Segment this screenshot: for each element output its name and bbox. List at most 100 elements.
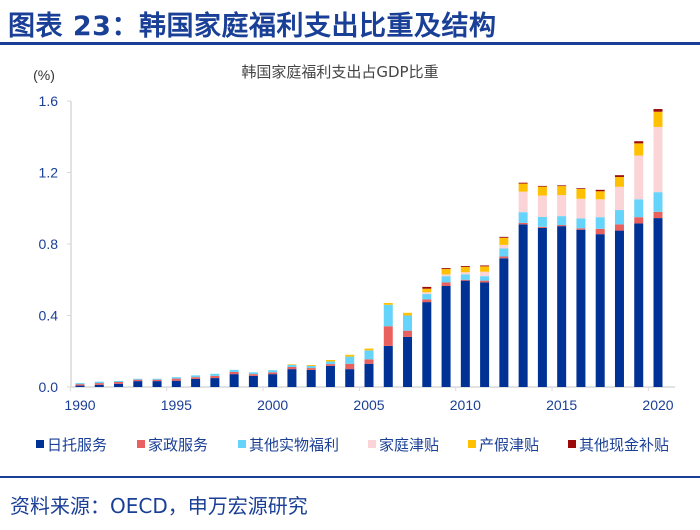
bar-segment-4 xyxy=(576,188,586,199)
source-note: 资料来源：OECD，申万宏源研究 xyxy=(10,494,308,518)
bar-segment-0 xyxy=(422,302,432,387)
bar-segment-0 xyxy=(614,230,624,387)
bar-segment-2 xyxy=(383,304,393,327)
legend-swatch xyxy=(568,440,576,448)
bar-segment-3 xyxy=(653,126,663,193)
bar-segment-0 xyxy=(499,258,509,387)
bar-segment-2 xyxy=(210,373,220,376)
bar-stack-2014 xyxy=(537,185,547,387)
bar-segment-1 xyxy=(75,384,85,386)
bar-segment-1 xyxy=(364,359,374,364)
bar-segment-0 xyxy=(537,227,547,387)
legend-swatch xyxy=(468,440,476,448)
bar-stack-2006 xyxy=(383,302,393,387)
y-tick-label: 1.2 xyxy=(39,165,59,181)
bar-segment-0 xyxy=(364,363,374,387)
legend-label: 日托服务 xyxy=(47,436,107,454)
bar-segment-2 xyxy=(499,248,509,257)
bar-segment-0 xyxy=(383,345,393,387)
legend-swatch xyxy=(36,440,44,448)
bar-segment-4 xyxy=(306,365,316,366)
bar-segment-5 xyxy=(480,265,490,267)
legend-label: 家庭津贴 xyxy=(379,436,439,454)
bar-segment-5 xyxy=(422,286,432,289)
bar-segment-4 xyxy=(403,312,413,316)
bar-segment-1 xyxy=(634,217,644,224)
bar-segment-2 xyxy=(595,217,605,229)
y-tick-label: 0.4 xyxy=(39,308,59,324)
bar-segment-2 xyxy=(653,192,663,212)
bar-segment-0 xyxy=(171,380,181,387)
bar-segment-1 xyxy=(268,372,278,375)
bar-segment-4 xyxy=(614,176,624,187)
bar-segment-0 xyxy=(557,226,567,387)
bar-stack-2020 xyxy=(653,109,663,387)
bar-segment-1 xyxy=(287,366,297,370)
bar-segment-0 xyxy=(287,369,297,387)
bar-segment-3 xyxy=(614,186,624,211)
bar-stack-2002 xyxy=(306,365,316,387)
bar-segment-1 xyxy=(152,379,162,382)
y-axis-unit: (%) xyxy=(33,67,55,83)
bar-stack-2001 xyxy=(287,364,297,387)
y-axis: 0.0 0.4 0.8 1.2 1.6 xyxy=(39,93,72,395)
bar-stack-1991 xyxy=(94,381,104,387)
bar-segment-2 xyxy=(345,356,355,364)
bar-segment-4 xyxy=(325,360,335,362)
bar-segment-1 xyxy=(422,299,432,303)
bar-segment-1 xyxy=(383,326,393,346)
bar-segment-0 xyxy=(268,374,278,387)
bar-segment-1 xyxy=(345,363,355,370)
bar-segment-3 xyxy=(595,199,605,218)
bar-segment-1 xyxy=(441,282,451,287)
bar-segment-3 xyxy=(480,271,490,277)
bar-segment-1 xyxy=(325,364,335,366)
bar-segment-1 xyxy=(557,225,567,227)
legend-swatch xyxy=(137,440,145,448)
x-tick-label: 2000 xyxy=(257,397,288,413)
bar-segment-1 xyxy=(460,279,470,281)
legend-label: 其他现金补贴 xyxy=(579,436,669,454)
bar-stack-1990 xyxy=(75,383,85,387)
title-divider xyxy=(0,42,700,45)
bar-segment-3 xyxy=(441,274,451,277)
bar-segment-0 xyxy=(210,378,220,387)
bar-segment-4 xyxy=(595,191,605,200)
bar-segment-1 xyxy=(576,228,586,230)
bar-segment-5 xyxy=(518,182,528,184)
bar-segment-1 xyxy=(133,379,143,382)
bar-segment-1 xyxy=(191,377,201,379)
bar-segment-3 xyxy=(422,292,432,295)
bar-segment-4 xyxy=(287,364,297,365)
x-tick-label: 2020 xyxy=(642,397,673,413)
bar-segment-0 xyxy=(152,381,162,387)
bar-segment-4 xyxy=(345,354,355,357)
bar-segment-2 xyxy=(364,350,374,360)
bar-segment-1 xyxy=(210,375,220,379)
bar-stack-1994 xyxy=(152,378,162,387)
bar-segment-2 xyxy=(480,276,490,281)
bar-segment-5 xyxy=(441,268,451,270)
bar-segment-1 xyxy=(94,383,104,385)
bar-segment-3 xyxy=(537,195,547,218)
chart-title: 韩国家庭福利支出占GDP比重 xyxy=(241,63,438,81)
bar-segment-5 xyxy=(634,141,644,144)
bar-segment-1 xyxy=(403,330,413,337)
bar-segment-4 xyxy=(480,266,490,272)
figure-title: 图表 23：韩国家庭福利支出比重及结构 xyxy=(8,11,497,42)
bar-segment-4 xyxy=(383,302,393,305)
bar-segment-0 xyxy=(576,229,586,387)
bar-segment-1 xyxy=(229,371,239,375)
bar-segment-1 xyxy=(653,211,663,219)
bar-segment-0 xyxy=(114,383,124,387)
bar-segment-4 xyxy=(364,348,374,351)
bar-segment-2 xyxy=(171,377,181,379)
x-tick-label: 1990 xyxy=(64,397,95,413)
bar-segment-1 xyxy=(306,368,316,370)
bar-segment-0 xyxy=(480,282,490,387)
bar-stack-2012 xyxy=(499,236,509,387)
bar-segment-2 xyxy=(460,274,470,280)
bar-segment-5 xyxy=(614,175,624,177)
bar-segment-1 xyxy=(537,226,547,228)
